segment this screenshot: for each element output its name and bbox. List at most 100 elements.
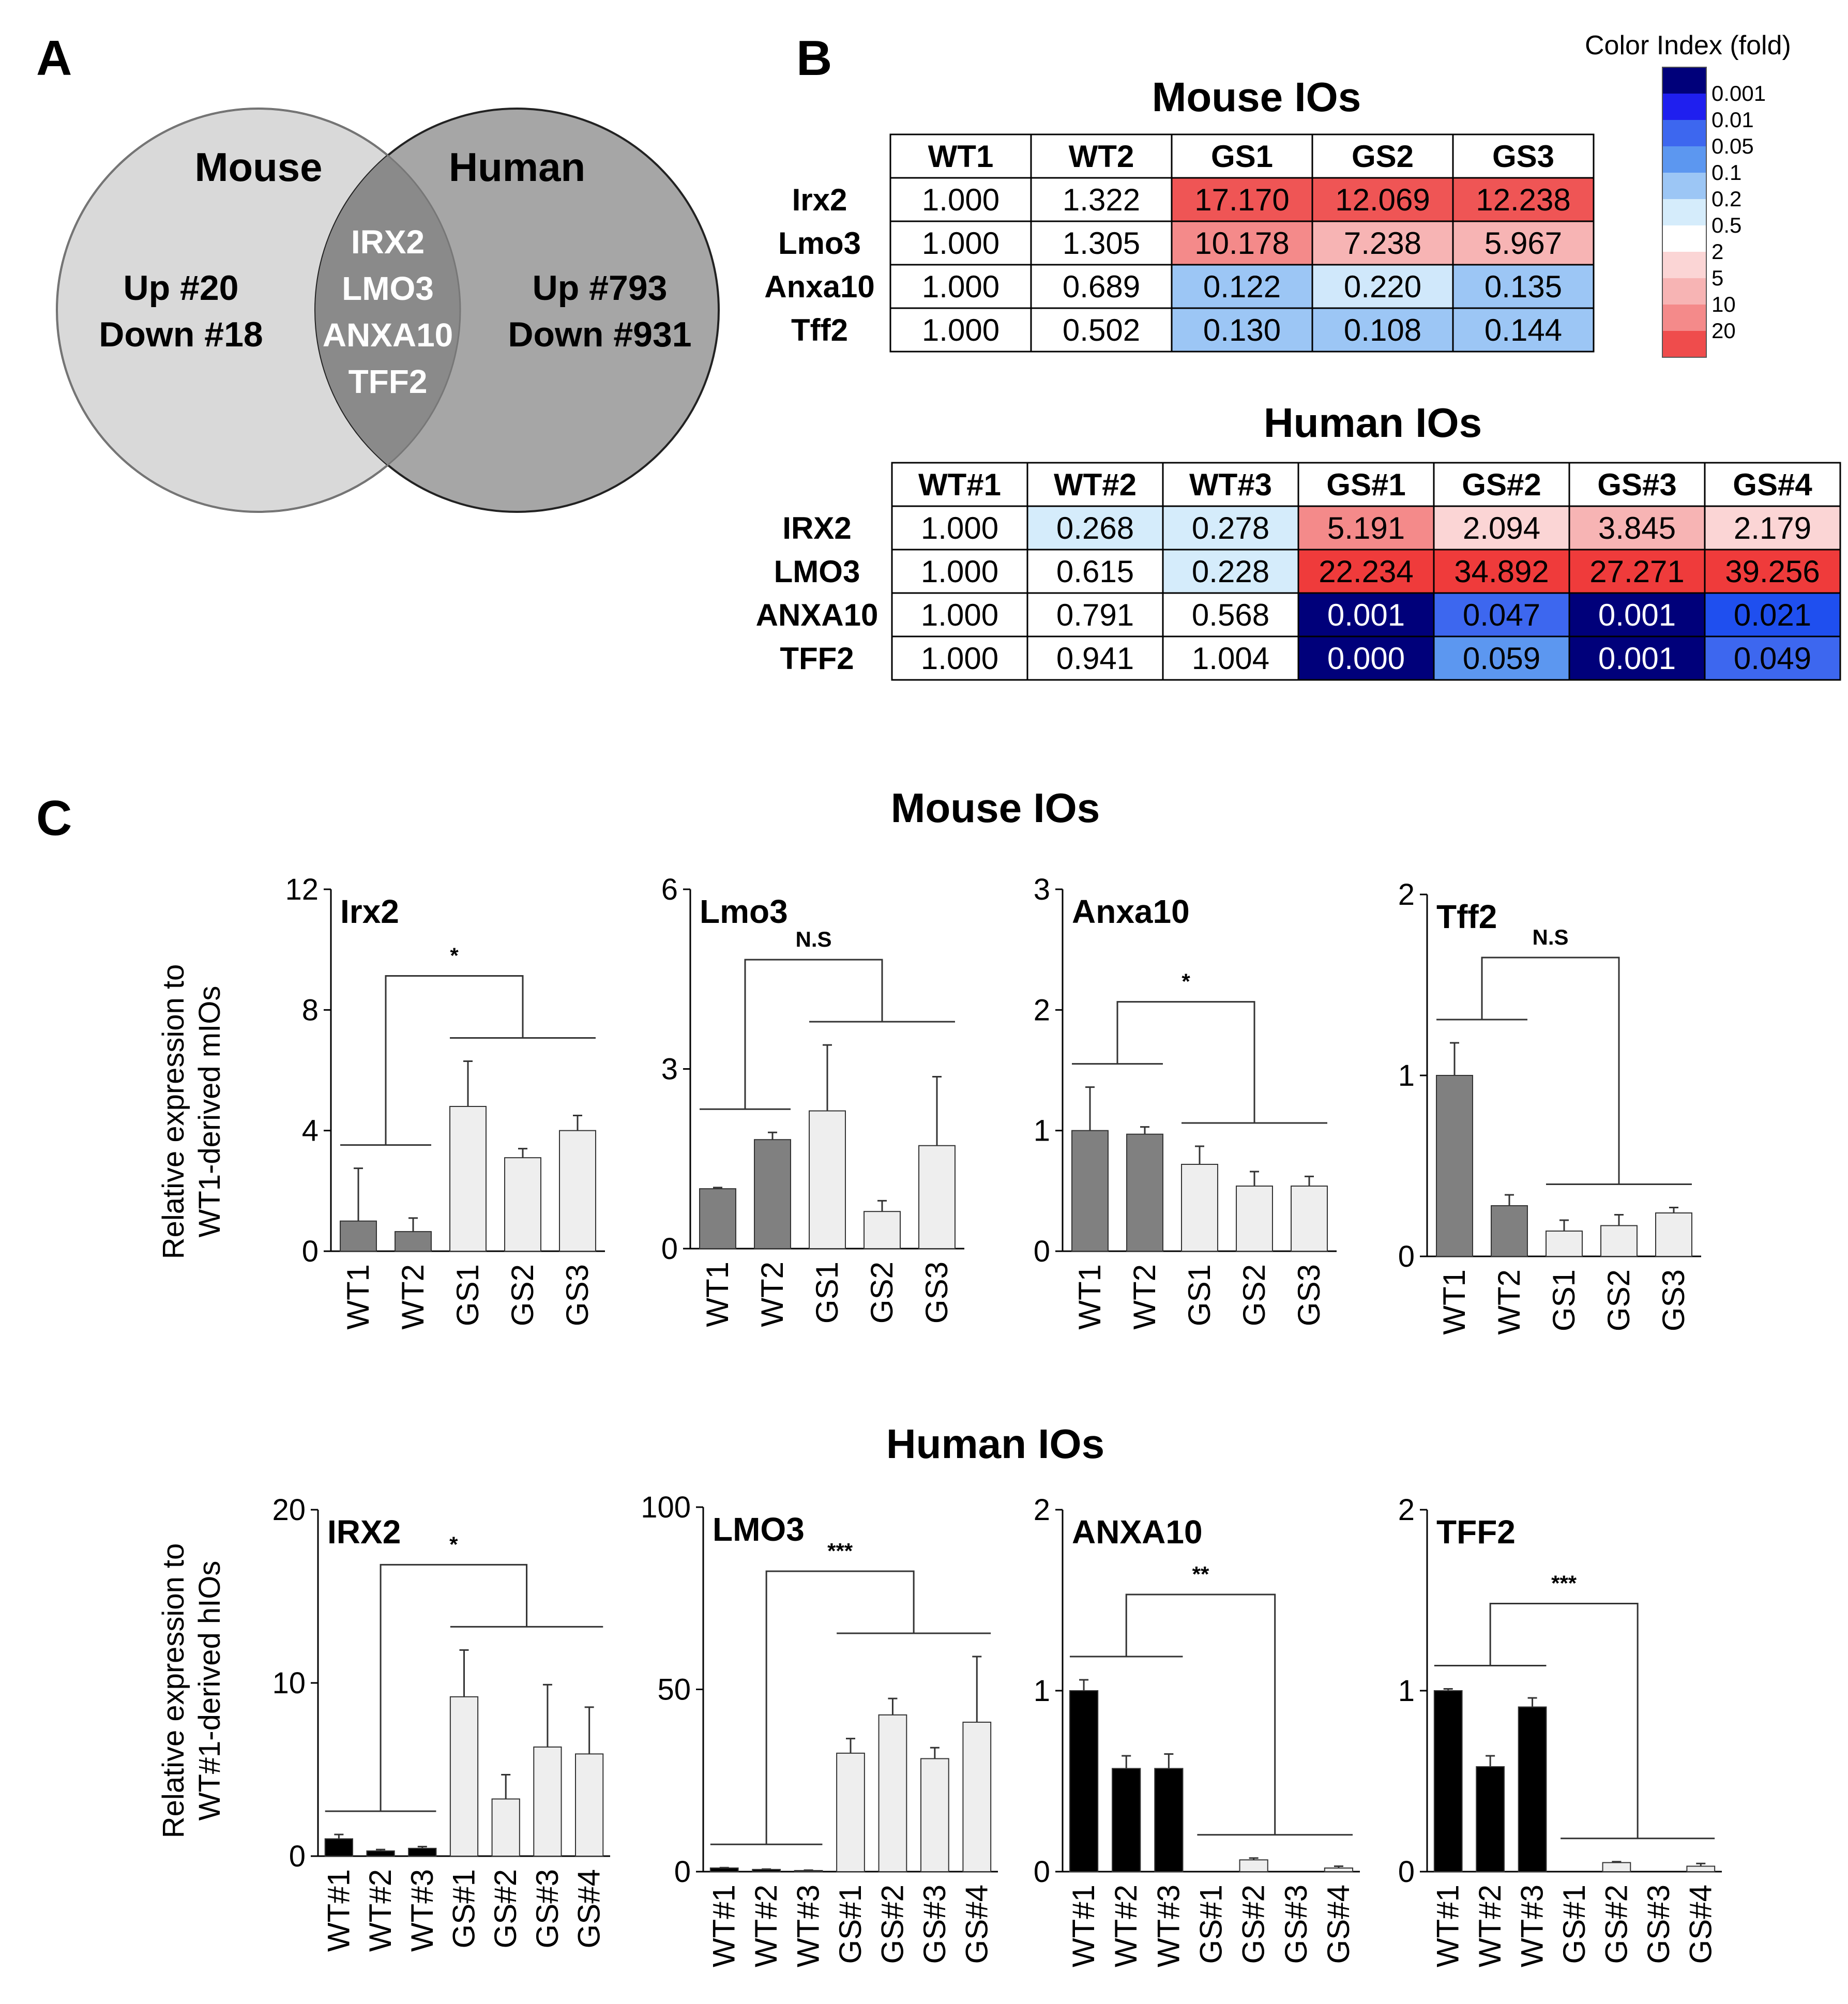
- y-tick-label: 2: [1034, 993, 1050, 1027]
- chart-title: TFF2: [1436, 1513, 1516, 1551]
- table-cell-value: 1.000: [922, 226, 999, 261]
- bar-chart-tff2: 0 1 2 TFF2 WT#1 WT#2 WT#3 GS#1 GS#2 GS#3 GS#4 ***: [1398, 1493, 1722, 1967]
- x-tick-label: GS2: [505, 1264, 540, 1326]
- panel-label-b: B: [796, 31, 832, 86]
- table-cell-value: 0.047: [1463, 598, 1540, 632]
- venn-mouse-up: Up #20: [124, 268, 239, 308]
- color-index-swatch: [1662, 305, 1706, 331]
- table-column-header: GS#3: [1597, 467, 1676, 502]
- table-cell-value: 0.000: [1327, 641, 1405, 676]
- y-tick-label: 2: [1034, 1493, 1050, 1527]
- x-tick-label: WT2: [396, 1264, 430, 1330]
- x-tick-label: WT#1: [1431, 1885, 1465, 1967]
- color-index-title: Color Index (fold): [1585, 31, 1791, 60]
- color-index-label: 10: [1711, 292, 1736, 316]
- table-column-header: WT2: [1069, 139, 1134, 174]
- y-tick-label: 0: [661, 1232, 678, 1266]
- table-row-gene: TFF2: [780, 641, 854, 676]
- x-tick-label: GS3: [560, 1264, 595, 1326]
- table-column-header: GS3: [1492, 139, 1554, 174]
- table-cell: [1433, 592, 1570, 637]
- table-cell: [1030, 307, 1173, 353]
- bracket-connector: [1125, 1593, 1276, 1835]
- color-index-swatch: [1662, 67, 1706, 94]
- chart-title: Anxa10: [1072, 893, 1190, 930]
- x-tick-label: WT2: [1492, 1269, 1526, 1335]
- table-column-header: WT#2: [1054, 467, 1137, 502]
- bar-wt2: [395, 1231, 432, 1252]
- chart-title: IRX2: [327, 1513, 401, 1551]
- y-tick-label: 1: [1398, 1674, 1415, 1708]
- y-tick-label: 0: [1034, 1235, 1050, 1268]
- table-cell-value: 1.000: [921, 641, 998, 676]
- x-tick-label: WT#2: [363, 1869, 398, 1952]
- table-cell-value: 2.179: [1734, 511, 1811, 545]
- x-tick-label: WT1: [700, 1262, 735, 1327]
- color-index-label: 0.05: [1711, 134, 1754, 158]
- bar-gs2: [1239, 1859, 1268, 1872]
- table-cell: [1162, 592, 1299, 637]
- significance-label: *: [1181, 969, 1190, 994]
- table-cell-value: 1.000: [921, 554, 998, 589]
- bracket-connector: [1489, 1603, 1639, 1839]
- table-cell-value: 7.238: [1344, 226, 1421, 261]
- bar-gs1: [809, 1110, 846, 1249]
- table-cell-value: 1.000: [921, 598, 998, 632]
- table-cell-value: 0.130: [1203, 313, 1281, 347]
- x-tick-label: GS3: [1292, 1264, 1326, 1326]
- table-cell: [1311, 307, 1454, 353]
- x-tick-label: GS#2: [875, 1885, 910, 1964]
- bar-gs2: [1236, 1186, 1273, 1252]
- table-cell: [1704, 635, 1841, 681]
- table-cell: [1433, 505, 1570, 551]
- y-tick-label: 1: [1034, 1114, 1050, 1148]
- table-cell: [1171, 177, 1313, 222]
- bar-chart-tff2: 0 1 2 Tff2 WT1 WT2 GS1 GS2 GS3 N.S: [1398, 878, 1701, 1335]
- mouse-table-title: Mouse IOs: [1152, 74, 1361, 120]
- human-heatmap-table: WT#1 WT#2 WT#3 GS#1 GS#2 GS#3 GS#4 IRX2 1.000 0.2…: [756, 462, 1841, 681]
- color-index-legend: Color Index (fold) 0.001 0.010.050.10.20.…: [1585, 31, 1791, 358]
- human-charts-title: Human IOs: [886, 1421, 1104, 1467]
- y-tick-label: 0: [1398, 1855, 1415, 1889]
- y-tick-label: 0: [1034, 1855, 1050, 1889]
- x-tick-label: GS1: [1182, 1264, 1217, 1326]
- table-column-header: WT#1: [918, 467, 1001, 502]
- bar-gs3: [559, 1130, 596, 1252]
- venn-mouse-down: Down #18: [99, 315, 263, 354]
- table-cell: [1568, 505, 1706, 551]
- significance-label: ***: [827, 1539, 853, 1563]
- bar-gs3: [533, 1746, 562, 1857]
- table-cell: [1171, 264, 1313, 309]
- y-tick-label: 8: [302, 993, 319, 1027]
- table-row-gene: Lmo3: [778, 226, 861, 261]
- y-tick-label: 100: [641, 1491, 691, 1524]
- table-column-header: GS#2: [1462, 467, 1541, 502]
- color-index-swatch: [1662, 252, 1706, 278]
- x-tick-label: WT#1: [707, 1885, 741, 1967]
- mouse-charts-title: Mouse IOs: [891, 785, 1100, 831]
- table-cell: [1704, 505, 1841, 551]
- table-cell-value: 0.791: [1056, 598, 1134, 632]
- bar-wt1: [699, 1188, 736, 1250]
- table-cell-value: 0.001: [1598, 598, 1676, 632]
- table-row-gene: IRX2: [782, 511, 851, 545]
- x-tick-label: WT#3: [791, 1885, 826, 1967]
- color-index-swatch: [1662, 173, 1706, 199]
- table-cell: [1452, 220, 1595, 266]
- x-tick-label: GS1: [450, 1264, 485, 1326]
- bar-wt3: [1154, 1768, 1184, 1872]
- x-tick-label: GS#1: [1557, 1885, 1592, 1964]
- y-tick-label: 1: [1034, 1674, 1050, 1708]
- table-column-header: GS1: [1211, 139, 1273, 174]
- x-tick-label: WT2: [755, 1262, 790, 1327]
- table-cell-value: 1.000: [922, 313, 999, 347]
- table-cell-value: 0.615: [1056, 554, 1134, 589]
- table-cell: [1433, 549, 1570, 594]
- x-tick-label: GS2: [1237, 1264, 1271, 1326]
- bar-wt1: [324, 1838, 353, 1857]
- table-cell-value: 2.094: [1463, 511, 1540, 545]
- x-tick-label: GS#4: [959, 1885, 994, 1964]
- table-cell-value: 0.144: [1485, 313, 1562, 347]
- venn-gene-lmo3: LMO3: [342, 270, 434, 307]
